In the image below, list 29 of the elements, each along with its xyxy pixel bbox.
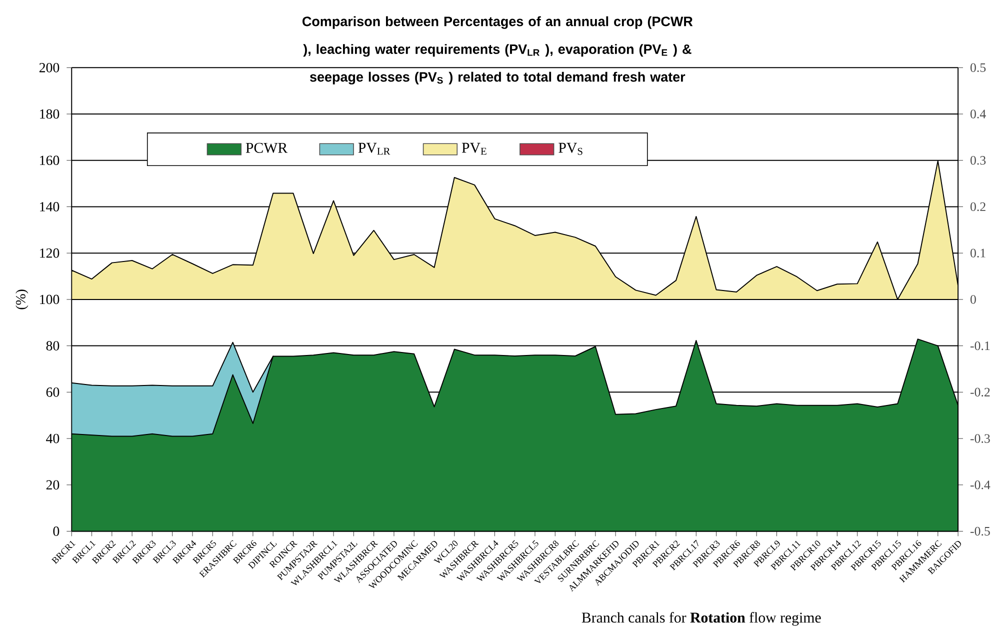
legend-label: PV$_{S}$ <box>558 143 582 155</box>
y-tick-label: 200 <box>39 63 60 72</box>
y2-tick-label: -0.1 <box>970 342 990 350</box>
y2-tick-label: -0.3 <box>970 434 990 444</box>
y-tick-label: 60 <box>46 388 60 397</box>
legend-label: PV$_{LR}$ <box>358 143 390 155</box>
y-tick-label: 0 <box>53 526 60 536</box>
y-tick-label: 160 <box>40 156 60 166</box>
y-tick-label: 140 <box>40 202 60 212</box>
y-tick-label: 80 <box>46 341 60 351</box>
legend-label: PCWR <box>246 143 288 154</box>
y-tick-label: 40 <box>46 434 60 444</box>
y2-tick-label: 0.2 <box>970 202 986 212</box>
y2-tick-label: 0 <box>970 295 976 304</box>
y2-tick-label: 0.5 <box>970 63 986 72</box>
legend-label: PV$_{E}$ <box>462 143 486 155</box>
y2-tick-label: -0.2 <box>970 388 990 397</box>
y2-tick-label: -0.4 <box>970 480 990 490</box>
y-tick-label: 180 <box>40 109 60 119</box>
y-tick-label: 20 <box>46 480 60 490</box>
y2-tick-label: 0.1 <box>970 248 986 258</box>
x-axis-title: Branch canals for Rotation flow regime <box>582 612 821 626</box>
y2-tick-label: 0.3 <box>970 156 986 165</box>
y-tick-label: 100 <box>40 294 60 304</box>
y-tick-label: 120 <box>40 248 60 258</box>
y-axis-title: (%) <box>16 290 28 310</box>
y2-tick-label: -0.5 <box>970 527 990 536</box>
y2-tick-label: 0.4 <box>970 110 986 119</box>
chart-title: Comparison between Percentages of an annual crop (PCWR ), leaching water requirements (PV$_{LR}$ ), evaporation (PV$_{E}$ ) & seepage losses (PV$_{S}$ ) related to total demand fresh water <box>302 16 693 85</box>
